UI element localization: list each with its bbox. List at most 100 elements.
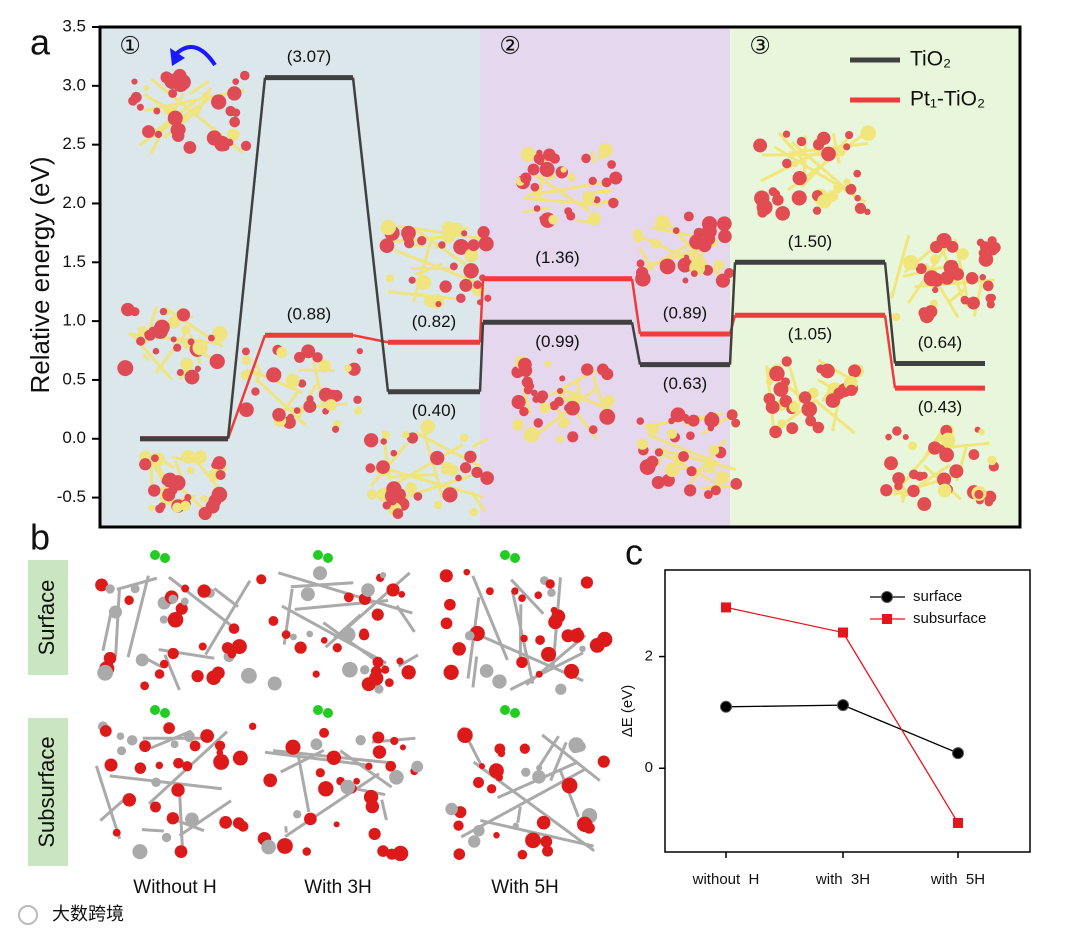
atom [915, 263, 927, 275]
bond [591, 375, 608, 417]
atom [408, 276, 416, 284]
atom [167, 110, 183, 126]
atom [950, 260, 958, 267]
atom [537, 390, 549, 402]
atom [312, 670, 320, 678]
atom [710, 485, 721, 496]
atom [968, 449, 980, 460]
bond [480, 818, 594, 848]
y-tick-label: 0 [645, 759, 653, 776]
atom [686, 466, 697, 477]
atom [206, 670, 221, 686]
atom [581, 363, 594, 376]
atom [974, 489, 984, 500]
atom [486, 784, 497, 794]
atom [782, 130, 791, 138]
value-label: (0.99) [535, 332, 579, 351]
atom [715, 470, 730, 485]
h-atom [150, 705, 160, 715]
atom [227, 649, 237, 659]
atom [370, 666, 382, 678]
atom [256, 574, 267, 585]
bond [647, 433, 720, 465]
atom [494, 743, 506, 755]
atom [775, 206, 790, 221]
bond [471, 437, 489, 449]
legend-label: Pt₁-TiO₂ [910, 88, 985, 111]
atom [303, 400, 317, 413]
atom [726, 409, 738, 421]
atom [588, 212, 602, 226]
atom [191, 669, 204, 683]
atom [763, 392, 776, 405]
bond [914, 278, 995, 289]
row-label: Surface [34, 580, 59, 656]
atom [173, 343, 182, 352]
atom [183, 731, 195, 742]
atom [796, 136, 807, 147]
value-label: (0.64) [918, 333, 962, 352]
atom [440, 617, 453, 630]
structures [117, 68, 1001, 521]
atom [677, 252, 685, 260]
connector [630, 278, 642, 335]
atom [406, 432, 419, 444]
atom [239, 402, 254, 418]
atom [485, 587, 494, 596]
bond [590, 150, 596, 164]
atom [452, 642, 466, 656]
atom [520, 634, 528, 643]
atom [392, 508, 404, 519]
atom [535, 635, 545, 645]
bond [561, 387, 614, 413]
atom [413, 492, 423, 501]
bond [538, 735, 560, 767]
atom [520, 172, 532, 184]
atom [567, 431, 579, 443]
atom [398, 590, 406, 598]
atom [176, 309, 187, 320]
atom [183, 342, 190, 349]
atom [340, 626, 356, 643]
point [837, 699, 849, 712]
atom [116, 732, 125, 741]
atom [488, 763, 504, 779]
atom [864, 208, 871, 216]
atom [148, 504, 155, 512]
atom [239, 70, 250, 81]
atom [473, 280, 482, 290]
value-label: (1.50) [788, 232, 832, 251]
value-label: (1.36) [535, 248, 579, 267]
atom [511, 587, 519, 595]
bond [333, 613, 362, 640]
atom [377, 845, 389, 857]
atom [155, 761, 164, 770]
atom [401, 665, 416, 680]
atom [331, 425, 340, 433]
atom [168, 594, 178, 604]
atom [229, 116, 241, 128]
bond [339, 749, 393, 789]
atom [683, 211, 694, 222]
atom [467, 239, 480, 252]
region [100, 27, 480, 527]
atom [777, 419, 787, 428]
atom [267, 676, 282, 691]
point [882, 614, 892, 624]
atom [366, 489, 378, 500]
atom [720, 222, 728, 230]
atom [575, 627, 582, 635]
atom [167, 647, 179, 660]
atom [845, 130, 854, 140]
connector [478, 322, 485, 392]
atom [551, 609, 566, 624]
atom [539, 215, 546, 222]
connector [226, 77, 267, 439]
atom [183, 141, 197, 154]
atom [473, 777, 485, 788]
atom [416, 275, 432, 291]
bond [114, 587, 121, 657]
bond [94, 765, 122, 840]
atom [333, 821, 340, 828]
atom [216, 749, 224, 756]
